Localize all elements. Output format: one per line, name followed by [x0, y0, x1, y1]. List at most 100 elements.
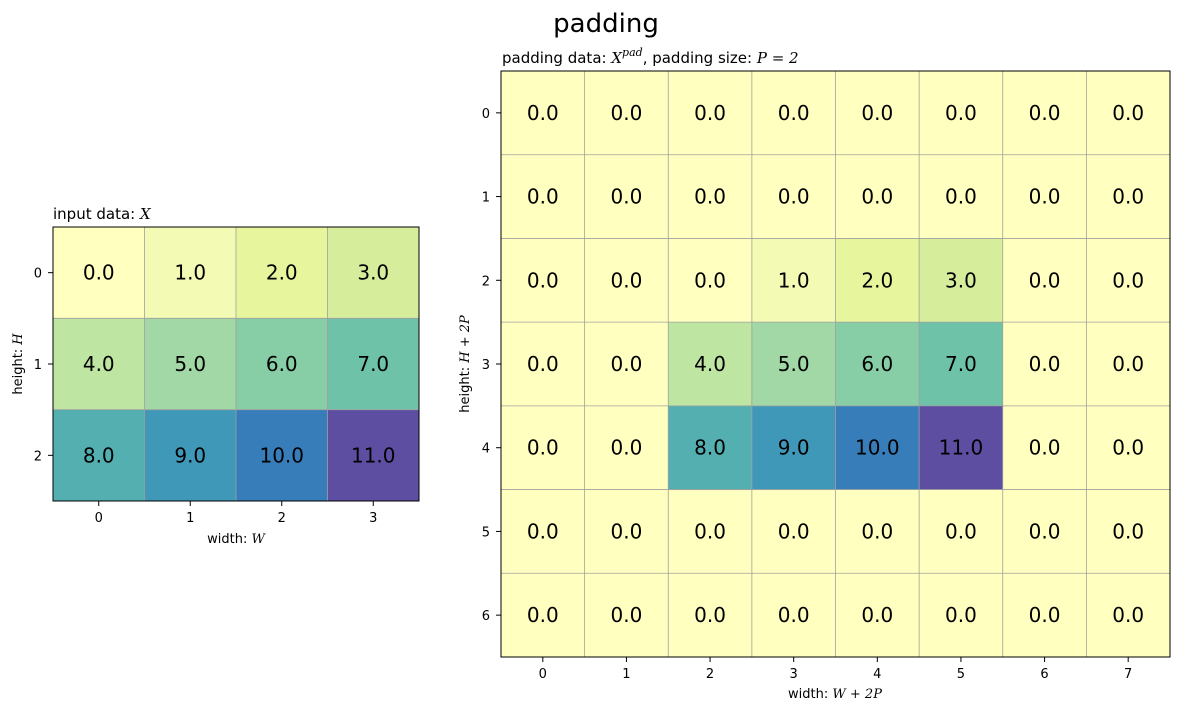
padding-cell: [584, 405, 669, 491]
input-cell: [144, 318, 237, 411]
padding-cell: [584, 71, 669, 156]
padding-cell: [919, 489, 1004, 574]
input-cell: [53, 227, 145, 319]
padding-cell: [835, 489, 920, 574]
padding-cell-label: 5.0: [778, 352, 810, 376]
y-tick-label: 4: [482, 442, 490, 457]
padding-cell-label: 2.0: [861, 268, 893, 292]
padding-cell-label: 0.0: [945, 603, 977, 627]
padding-cell: [501, 489, 586, 574]
y-tick-label: 2: [482, 274, 490, 289]
padding-cell: [835, 154, 920, 239]
input-cell-label: 9.0: [174, 443, 206, 467]
padding-cell-label: 0.0: [694, 101, 726, 125]
padding-cell-label: 0.0: [527, 268, 559, 292]
padding-cell-label: 0.0: [527, 101, 559, 125]
input-cell: [53, 409, 145, 502]
input-cell-label: 7.0: [357, 352, 389, 376]
padding-cell: [668, 573, 753, 658]
input-cell: [53, 318, 145, 411]
padding-cell-label: 0.0: [694, 185, 726, 209]
padding-cell: [919, 154, 1004, 239]
padding-cell-label: 0.0: [694, 603, 726, 627]
padding-cell: [1002, 573, 1087, 658]
x-tick-label: 1: [186, 511, 194, 526]
padding-cell-label: 0.0: [1112, 519, 1144, 543]
input-heatmap-ylabel: height: H: [11, 333, 26, 395]
padding-cell: [501, 405, 586, 491]
padding-cell: [1086, 238, 1171, 323]
padding-cell-label: 0.0: [945, 101, 977, 125]
input-cell: [144, 409, 237, 502]
x-tick-label: 7: [1124, 667, 1132, 682]
padding-cell: [584, 322, 669, 407]
x-tick-label: 0: [95, 511, 103, 526]
padding-cell-label: 0.0: [1112, 436, 1144, 460]
x-tick-label: 3: [790, 667, 798, 682]
padding-cell-label: 8.0: [694, 436, 726, 460]
input-cell: [327, 409, 420, 502]
padding-cell: [1002, 489, 1087, 574]
padding-cell: [919, 405, 1004, 491]
padding-cell: [1086, 405, 1171, 491]
x-tick-label: 4: [873, 667, 881, 682]
padding-cell: [835, 238, 920, 323]
padding-cell-label: 9.0: [778, 436, 810, 460]
padding-cell: [501, 573, 586, 658]
input-cell-label: 3.0: [357, 261, 389, 285]
padding-cell-label: 0.0: [1029, 519, 1061, 543]
padding-cell: [1086, 71, 1171, 156]
padding-cell-label: 0.0: [611, 101, 643, 125]
padding-cell: [668, 71, 753, 156]
padding-cell: [1002, 71, 1087, 156]
padding-cell-label: 0.0: [527, 519, 559, 543]
padding-cell: [1002, 322, 1087, 407]
y-tick-label: 3: [482, 358, 490, 373]
padding-cell-label: 0.0: [611, 185, 643, 209]
y-tick-label: 2: [34, 449, 42, 464]
padding-cell-label: 0.0: [611, 352, 643, 376]
padding-cell-label: 0.0: [861, 603, 893, 627]
padding-cell: [751, 489, 836, 574]
y-tick-label: 5: [482, 525, 490, 540]
padding-cell: [835, 573, 920, 658]
padding-cell-label: 0.0: [694, 268, 726, 292]
figure-suptitle: padding: [553, 9, 659, 39]
padding-cell-label: 10.0: [855, 436, 900, 460]
padding-cell: [751, 238, 836, 323]
y-tick-label: 6: [482, 609, 490, 624]
padding-cell-label: 0.0: [778, 185, 810, 209]
padding-cell: [1086, 489, 1171, 574]
padding-cell-label: 0.0: [778, 603, 810, 627]
input-heatmap-cell-labels: 0.0 1.0 2.0 3.0 4.0 5.0 6.0 7.0 8.0 9.0 10.0 11.0: [83, 261, 396, 468]
input-cell-label: 8.0: [83, 443, 115, 467]
padding-cell-label: 0.0: [611, 436, 643, 460]
input-cell: [144, 227, 237, 319]
padding-cell: [751, 71, 836, 156]
padding-cell-label: 0.0: [1112, 101, 1144, 125]
padding-cell: [751, 405, 836, 491]
padding-cell: [919, 238, 1004, 323]
padding-cell-label: 11.0: [939, 436, 984, 460]
input-cell-label: 4.0: [83, 352, 115, 376]
input-cell: [236, 318, 328, 411]
padding-cell-label: 0.0: [527, 603, 559, 627]
padding-heatmap-cell-labels: 0.0 0.0 0.0 0.0 0.0 0.0 0.0 0.0 0.0 0.0 0.0 0.0 0.0 0…: [527, 101, 1144, 627]
y-tick-label: 1: [34, 358, 42, 373]
x-tick-label: 0: [539, 667, 547, 682]
padding-cell: [835, 405, 920, 491]
x-tick-label: 6: [1040, 667, 1048, 682]
input-cell-label: 5.0: [174, 352, 206, 376]
x-tick-label: 2: [278, 511, 286, 526]
input-heatmap-grid: [53, 227, 419, 501]
padding-cell: [1002, 238, 1087, 323]
input-heatmap: input data: X 0.0 1.0 2.0 3.0 4.0 5.0 6.0 7.0 8.…: [11, 205, 420, 547]
padding-cell-label: 0.0: [945, 185, 977, 209]
padding-cell: [501, 154, 586, 239]
padding-cell-label: 0.0: [611, 519, 643, 543]
padding-cell-label: 0.0: [778, 101, 810, 125]
input-cell-label: 2.0: [266, 261, 298, 285]
x-tick-label: 2: [706, 667, 714, 682]
x-tick-label: 1: [622, 667, 630, 682]
padding-cell: [584, 573, 669, 658]
